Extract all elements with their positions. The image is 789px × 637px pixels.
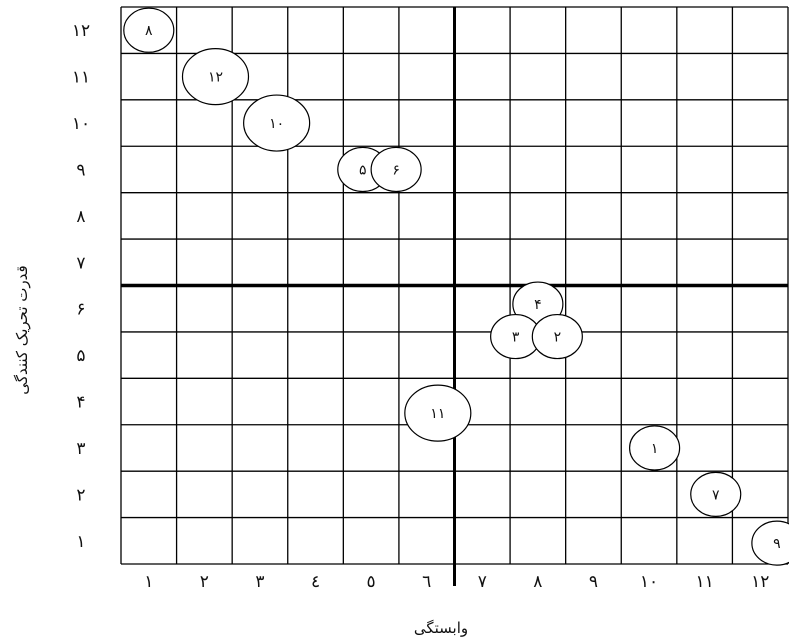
data-point: ۷ <box>690 471 742 517</box>
x-tick-label: ۳ <box>255 572 264 592</box>
y-tick-label: ۳ <box>76 439 85 459</box>
x-tick-label: ١٠ <box>640 572 658 592</box>
x-axis-title: وابستگی <box>414 619 468 637</box>
data-point: ۱۲ <box>181 48 250 106</box>
y-tick-label: ۲ <box>76 485 85 505</box>
x-tick-label: ١٢ <box>751 572 769 592</box>
data-point: ۱۱ <box>404 384 472 442</box>
y-tick-label: ۹ <box>76 160 85 180</box>
data-point-label: ۹ <box>773 536 781 552</box>
data-point-label: ۵ <box>359 162 367 178</box>
x-tick-label: ٨ <box>533 572 542 592</box>
data-point-marker <box>628 425 681 471</box>
data-point-label: ۶ <box>392 162 400 178</box>
x-tick-label: ۱ <box>144 572 153 592</box>
data-point: ۹ <box>751 520 789 566</box>
x-tick-label: ٦ <box>422 572 431 592</box>
data-point-marker <box>370 146 422 193</box>
data-point-label: ۸ <box>145 23 153 39</box>
data-point-marker <box>243 94 311 152</box>
y-tick-label: ۵ <box>76 346 85 366</box>
data-point-label: ۴ <box>534 297 542 313</box>
data-point-label: ۷ <box>712 487 720 503</box>
y-tick-label: ۴ <box>76 393 85 413</box>
quadrant-dividers <box>121 7 788 586</box>
data-point: ۱۰ <box>243 94 311 152</box>
y-tick-label: ۱۰ <box>72 114 90 134</box>
data-point-label: ۱۰ <box>269 116 284 132</box>
y-tick-label: ۶ <box>76 300 85 320</box>
x-tick-label: ١١ <box>695 572 713 592</box>
data-point-marker <box>690 471 742 517</box>
x-tick-label: ٩ <box>589 572 598 592</box>
data-point: ۶ <box>370 146 422 193</box>
data-point-label: ۲ <box>554 330 562 346</box>
data-point-marker <box>404 384 472 442</box>
y-tick-label: ۱۱ <box>72 68 90 88</box>
x-tick-label: ٤ <box>311 572 320 592</box>
data-point-label: ۱۲ <box>208 70 223 86</box>
data-point: ۸ <box>123 7 175 53</box>
data-point: ۱ <box>628 425 681 471</box>
y-tick-label: ۸ <box>76 207 85 227</box>
y-tick-label: ۱۲ <box>72 21 90 41</box>
data-point-marker <box>531 313 583 360</box>
data-point: ۲ <box>531 313 583 360</box>
y-tick-label: ۷ <box>76 253 85 273</box>
data-point-label: ۳ <box>512 330 520 346</box>
x-tick-label: ٥ <box>367 572 376 592</box>
y-axis-title: قدرت تحریک کنندگی <box>13 265 31 394</box>
x-tick-labels: ۱ ۲ ۳ ٤ ٥ ٦ ٧ ٨ ٩ ١٠ ١١ ١٢ <box>144 572 769 592</box>
x-tick-label: ٧ <box>478 572 487 592</box>
data-point-marker <box>123 7 175 53</box>
data-point-label: ۱۱ <box>430 406 445 422</box>
x-tick-label: ۲ <box>200 572 209 592</box>
y-tick-label: ۱ <box>76 532 85 552</box>
data-point-marker <box>751 520 789 566</box>
data-point-marker <box>181 48 250 106</box>
data-point-label: ۱ <box>651 441 659 457</box>
